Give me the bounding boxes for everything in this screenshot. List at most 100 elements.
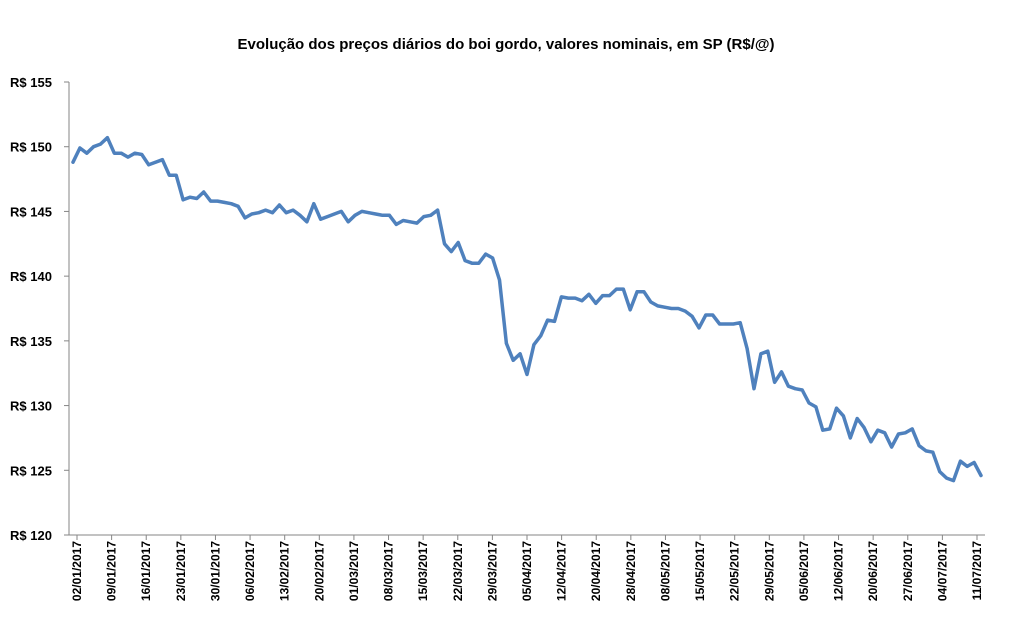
- x-tick-label: 11/07/2017: [970, 541, 984, 601]
- data-point: [291, 208, 295, 212]
- data-point: [848, 436, 852, 440]
- data-point: [910, 427, 914, 431]
- data-point: [236, 204, 240, 208]
- data-point: [367, 211, 371, 215]
- x-tick-label: 09/01/2017: [105, 541, 119, 601]
- data-point: [188, 195, 192, 199]
- data-point: [332, 212, 336, 216]
- x-tick-label: 20/06/2017: [866, 541, 880, 601]
- x-tick-label: 05/04/2017: [520, 541, 534, 601]
- data-point: [690, 314, 694, 318]
- data-point: [257, 211, 261, 215]
- data-point: [628, 308, 632, 312]
- data-point: [270, 211, 274, 215]
- data-point: [718, 322, 722, 326]
- data-point: [319, 217, 323, 221]
- data-point: [876, 428, 880, 432]
- data-point: [745, 347, 749, 351]
- data-point: [835, 406, 839, 410]
- series-line-price: [71, 135, 983, 483]
- data-point: [896, 432, 900, 436]
- data-point: [511, 358, 515, 362]
- data-point: [215, 199, 219, 203]
- data-point: [566, 296, 570, 300]
- data-point: [147, 163, 151, 167]
- data-point: [484, 252, 488, 256]
- x-tick-label: 08/03/2017: [382, 541, 396, 601]
- data-point: [305, 220, 309, 224]
- data-point: [931, 450, 935, 454]
- data-point: [243, 216, 247, 220]
- y-tick-label: R$ 120: [10, 528, 52, 543]
- x-axis-ticks: 02/01/2017 09/01/2017 16/01/2017 23/01/2017…: [70, 535, 984, 601]
- data-point: [807, 401, 811, 405]
- data-point: [222, 200, 226, 204]
- data-point: [676, 307, 680, 310]
- data-point: [408, 220, 412, 224]
- data-point: [580, 299, 584, 303]
- data-point: [924, 449, 928, 453]
- y-tick-label: R$ 140: [10, 269, 52, 284]
- data-point: [202, 190, 206, 194]
- data-point: [608, 294, 612, 298]
- data-point: [518, 352, 522, 356]
- y-tick-label: R$ 155: [10, 75, 52, 90]
- data-point: [938, 470, 942, 474]
- data-point: [793, 387, 797, 391]
- data-point: [195, 196, 199, 200]
- y-tick-label: R$ 135: [10, 334, 52, 349]
- x-tick-label: 04/07/2017: [935, 541, 949, 601]
- data-point: [731, 322, 735, 326]
- x-tick-label: 23/01/2017: [174, 541, 188, 601]
- x-tick-label: 20/02/2017: [312, 541, 326, 601]
- data-point: [277, 203, 281, 207]
- data-point: [92, 145, 96, 149]
- data-point: [442, 242, 446, 246]
- data-point: [704, 313, 708, 317]
- data-point: [546, 318, 550, 322]
- data-point: [456, 240, 460, 244]
- data-point: [112, 151, 116, 155]
- data-point: [497, 278, 501, 282]
- data-point: [209, 199, 213, 203]
- x-tick-label: 12/06/2017: [832, 541, 846, 601]
- data-point: [979, 473, 983, 477]
- x-tick-label: 08/05/2017: [658, 541, 672, 601]
- data-point: [635, 290, 639, 294]
- data-point: [298, 213, 302, 217]
- data-point: [917, 444, 921, 448]
- data-point: [140, 152, 144, 156]
- x-tick-label: 13/02/2017: [278, 541, 292, 601]
- y-tick-label: R$ 125: [10, 463, 52, 478]
- data-point: [429, 213, 433, 217]
- data-point: [738, 321, 742, 325]
- data-point: [422, 215, 426, 219]
- data-point: [539, 334, 543, 338]
- data-point: [649, 300, 653, 304]
- y-tick-label: R$ 150: [10, 140, 52, 155]
- y-tick-label: R$ 130: [10, 399, 52, 414]
- data-point: [752, 387, 756, 391]
- data-point: [972, 461, 976, 465]
- data-point: [374, 212, 378, 216]
- series-lines: [71, 135, 983, 483]
- data-point: [326, 215, 330, 219]
- data-point: [312, 202, 316, 206]
- data-point: [862, 426, 866, 430]
- data-point: [890, 445, 894, 449]
- data-point: [683, 309, 687, 313]
- data-point: [642, 290, 646, 294]
- data-point: [841, 414, 845, 418]
- data-point: [477, 261, 481, 265]
- data-point: [965, 464, 969, 468]
- x-tick-label: 30/01/2017: [208, 541, 222, 601]
- data-point: [339, 209, 343, 213]
- data-point: [415, 221, 419, 225]
- data-point: [780, 370, 784, 374]
- data-point: [167, 173, 171, 177]
- data-point: [663, 305, 667, 309]
- data-point: [594, 301, 598, 305]
- data-point: [105, 136, 109, 140]
- data-point: [160, 158, 164, 162]
